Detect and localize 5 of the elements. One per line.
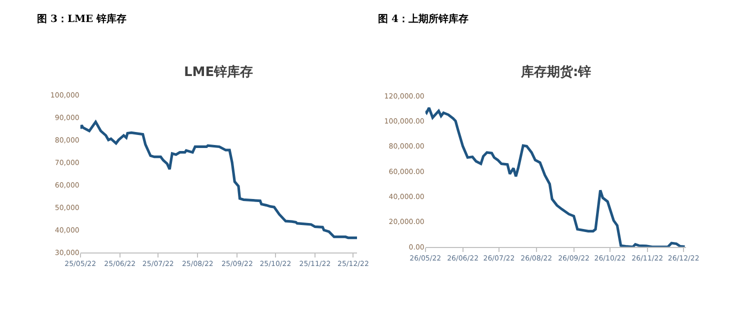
chart-title: LME锌库存: [184, 64, 254, 80]
line-series: [80, 120, 358, 240]
caption: 图 4：上期所锌库存: [378, 13, 468, 25]
chart-title: 库存期货:锌: [520, 64, 592, 80]
caption: 图 3：LME 锌库存: [37, 13, 127, 25]
